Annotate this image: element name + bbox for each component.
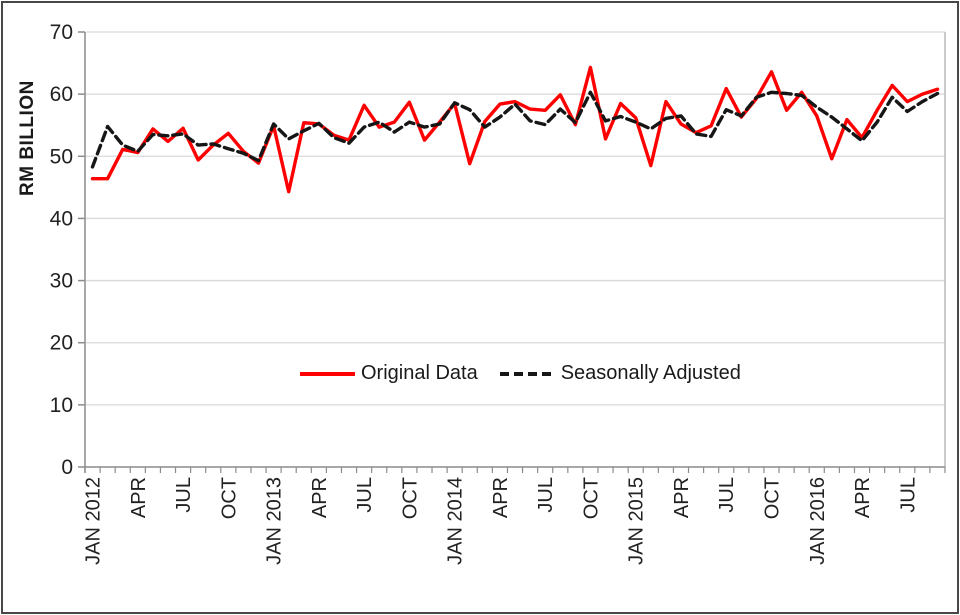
seasonally-adjusted-line-swatch <box>499 371 555 376</box>
y-tick-label: 20 <box>50 332 73 355</box>
x-tick-label: APR <box>128 477 150 518</box>
y-tick-label: 30 <box>50 270 73 293</box>
y-tick-label: 50 <box>50 145 73 168</box>
y-tick-label: 40 <box>50 207 73 230</box>
legend-item-seasonally-adjusted: Seasonally Adjusted <box>499 362 741 385</box>
x-tick-label: JUL <box>897 477 919 513</box>
x-tick-label: JAN 2013 <box>264 477 286 565</box>
x-tick-label: OCT <box>761 477 783 519</box>
x-tick-label: JAN 2012 <box>83 477 105 565</box>
y-axis-title: RM BILLION <box>17 80 38 196</box>
x-tick-label: OCT <box>399 477 421 519</box>
x-tick-label: JAN 2016 <box>807 477 829 565</box>
original-data-line-swatch <box>300 371 355 376</box>
x-tick-label: JUL <box>535 477 557 513</box>
original-data-line <box>90 65 940 194</box>
legend: Original Data Seasonally Adjusted <box>300 362 741 385</box>
x-tick-label: APR <box>490 477 512 518</box>
x-tick-label: APR <box>852 477 874 518</box>
x-tick-label: JAN 2015 <box>626 477 648 565</box>
x-tick-label: APR <box>671 477 693 518</box>
x-tick-label: OCT <box>580 477 602 519</box>
x-tick-label: JUL <box>173 477 195 513</box>
x-tick-label: APR <box>309 477 331 518</box>
y-tick-label: 70 <box>50 21 73 44</box>
y-tick-label: 60 <box>50 83 73 106</box>
legend-item-original-data: Original Data <box>300 362 478 385</box>
x-tick-label: JAN 2014 <box>445 477 467 565</box>
seasonally-adjusted-line <box>90 90 940 169</box>
legend-label-seasonally-adjusted: Seasonally Adjusted <box>560 362 741 384</box>
legend-label-original-data: Original Data <box>361 362 478 384</box>
x-tick-label: JUL <box>716 477 738 513</box>
y-tick-label: 10 <box>50 394 73 417</box>
x-tick-label: OCT <box>218 477 240 519</box>
x-tick-label: JUL <box>354 477 376 513</box>
y-tick-label: 0 <box>61 456 73 479</box>
